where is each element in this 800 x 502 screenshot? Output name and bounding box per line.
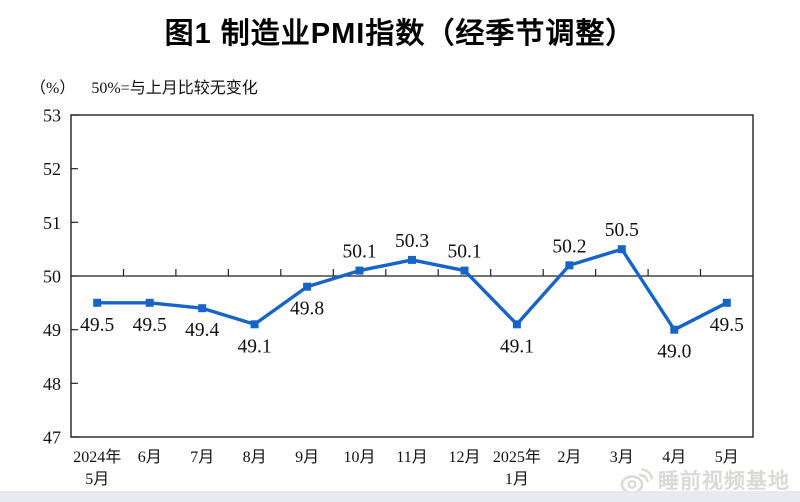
x-axis-label: 4月 [662,449,686,466]
data-label: 50.1 [447,242,481,263]
data-label: 50.1 [342,242,376,263]
data-point-marker [198,304,207,313]
y-axis-label: 51 [43,213,61,233]
data-label: 50.2 [552,236,586,257]
data-label: 49.0 [657,342,691,363]
data-point-marker [145,298,154,307]
data-point-marker [512,320,521,329]
data-label: 50.3 [395,231,429,252]
x-axis-label: 3月 [610,449,634,466]
x-axis-label: 2025年 1月 [493,448,541,488]
y-axis-label: 50 [43,267,61,287]
y-axis-label: 49 [43,320,61,340]
data-label: 49.1 [238,336,272,357]
x-axis-label: 7月 [190,449,214,466]
reference-line-note: 50%=与上月比较无变化 [91,80,258,97]
x-axis-label: 10月 [343,449,375,466]
chart-title: 图1 制造业PMI指数（经季节调整） [164,18,636,50]
data-label: 49.8 [290,299,324,320]
data-point-marker [565,261,574,270]
data-point-marker [93,298,102,307]
y-axis-label: 53 [43,106,61,126]
y-axis-label: 48 [43,374,61,394]
data-point-marker [408,255,416,264]
data-point-marker [722,298,731,307]
y-axis-label: 47 [43,428,61,448]
data-point-marker [460,266,469,275]
x-axis-label: 2024年 5月 [73,448,121,488]
data-point-marker [617,245,626,254]
x-axis-label: 11月 [396,449,427,466]
weibo-icon [619,466,653,494]
watermark-text: 睡前视频基地 [658,470,790,493]
data-label: 49.4 [185,320,219,341]
data-point-marker [303,282,312,291]
data-label: 49.5 [710,315,744,336]
data-label: 49.5 [133,315,167,336]
y-axis-label: 52 [43,159,61,179]
x-axis-label: 2月 [557,449,581,466]
data-point-marker [250,320,259,329]
data-label: 49.5 [80,315,114,336]
x-axis-label: 12月 [448,449,480,466]
x-axis-label: 5月 [715,449,739,466]
x-axis-label: 9月 [295,449,319,466]
x-axis-label: 8月 [243,449,267,466]
data-point-marker [355,266,364,275]
data-label: 49.1 [500,336,534,357]
data-label: 50.5 [605,220,639,241]
y-axis-unit-label: （%） [30,80,76,97]
chart-subtitle: （%） 50%=与上月比较无变化 [30,74,258,98]
data-point-marker [670,325,679,334]
bottom-strip [0,491,800,502]
x-axis-label: 6月 [138,449,162,466]
